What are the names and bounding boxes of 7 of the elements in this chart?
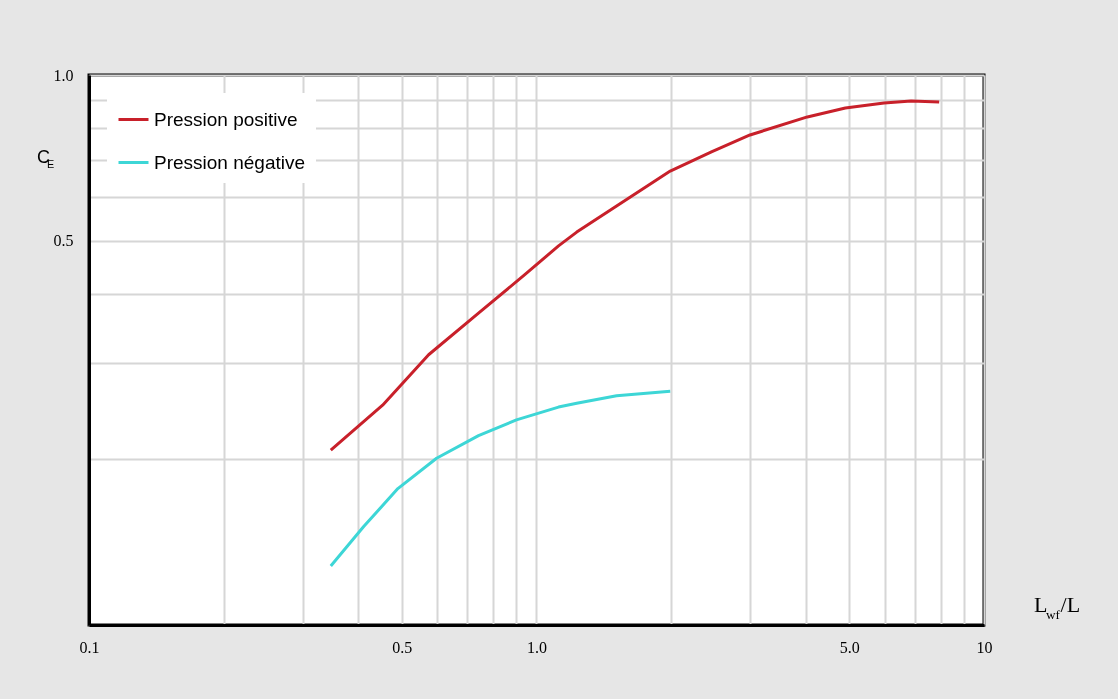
x-tick-label: 0.5 [392,638,413,656]
x-tick-label: 1.0 [527,638,547,656]
x-tick-label: 10 [976,638,993,656]
legend-label: Pression négative [154,151,306,173]
x-tick-label: 0.1 [79,638,100,656]
legend-label: Pression positive [154,108,298,130]
x-tick-label: 5.0 [839,638,860,656]
